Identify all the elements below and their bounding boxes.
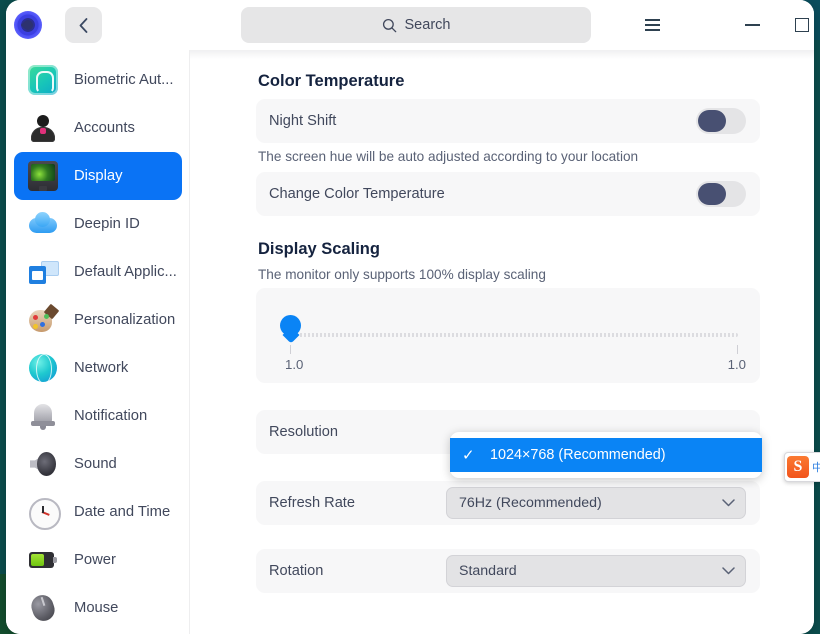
bell-icon	[28, 401, 58, 431]
speaker-icon	[28, 449, 58, 479]
user-avatar-icon	[28, 113, 58, 143]
deepin-logo-icon	[14, 11, 42, 39]
rotation-label: Rotation	[269, 563, 324, 579]
fingerprint-icon	[28, 65, 58, 95]
sidebar-item-label: Power	[74, 552, 116, 568]
sidebar-item-label: Date and Time	[74, 504, 171, 520]
sidebar-item-date-and-time[interactable]: Date and Time	[14, 488, 182, 536]
refresh-rate-select[interactable]: 76Hz (Recommended)	[446, 487, 746, 519]
search-placeholder-text: Search	[404, 17, 451, 33]
resolution-option-list: ✓ 1024×768 (Recommended)	[450, 438, 762, 472]
sidebar-item-label: Accounts	[74, 120, 135, 136]
back-button[interactable]	[65, 7, 102, 43]
monitor-icon	[28, 161, 58, 191]
sidebar-item-label: Display	[74, 168, 123, 184]
display-scaling-slider-track[interactable]	[292, 333, 738, 337]
menu-button[interactable]	[634, 7, 670, 43]
rotation-select[interactable]: Standard	[446, 555, 746, 587]
display-scaling-slider-handle[interactable]	[280, 315, 301, 336]
display-settings-panel: Color Temperature Night Shift The screen…	[190, 50, 814, 634]
sidebar-item-sound[interactable]: Sound	[14, 440, 182, 488]
night-shift-toggle[interactable]	[696, 108, 746, 134]
window-titlebar: Search	[6, 0, 814, 50]
sidebar-item-accounts[interactable]: Accounts	[14, 104, 182, 152]
refresh-rate-selected-value: 76Hz (Recommended)	[459, 495, 602, 511]
slider-tick-max	[737, 345, 738, 354]
section-title-color-temperature: Color Temperature	[258, 72, 405, 90]
sidebar-item-deepin-id[interactable]: Deepin ID	[14, 200, 182, 248]
chevron-left-icon	[79, 17, 88, 33]
sidebar-item-label: Personalization	[74, 312, 176, 328]
window-body: Biometric Aut... Accounts Display Deepin ID…	[6, 50, 814, 634]
rotation-row: Rotation Standard	[256, 549, 760, 593]
night-shift-label: Night Shift	[269, 113, 337, 129]
ime-mode-label: 中	[812, 462, 820, 474]
rotation-selected-value: Standard	[459, 563, 517, 579]
control-center-window: Search Biometric Aut... Accounts D	[6, 0, 814, 634]
refresh-rate-label: Refresh Rate	[269, 495, 355, 511]
section-title-display-scaling: Display Scaling	[258, 240, 380, 258]
sogou-logo-icon: S	[787, 456, 809, 478]
sidebar-item-personalization[interactable]: Personalization	[14, 296, 182, 344]
change-color-temperature-label: Change Color Temperature	[269, 186, 445, 202]
check-icon: ✓	[462, 447, 475, 464]
night-shift-note: The screen hue will be auto adjusted acc…	[258, 149, 639, 164]
change-color-temperature-toggle[interactable]	[696, 181, 746, 207]
battery-icon	[28, 545, 58, 575]
search-icon	[382, 18, 396, 32]
sidebar-item-label: Mouse	[74, 600, 119, 616]
settings-sidebar[interactable]: Biometric Aut... Accounts Display Deepin ID…	[6, 50, 190, 634]
chevron-down-icon	[722, 567, 735, 575]
sidebar-item-biometric-aut[interactable]: Biometric Aut...	[14, 56, 182, 104]
slider-max-label: 1.0	[727, 357, 746, 372]
clock-icon	[28, 497, 61, 530]
resolution-dropdown-popup[interactable]: ✓ 1024×768 (Recommended)	[450, 432, 762, 478]
maximize-button[interactable]	[784, 7, 814, 43]
night-shift-row: Night Shift	[256, 99, 760, 143]
sidebar-item-list: Biometric Aut... Accounts Display Deepin ID…	[6, 56, 190, 632]
sidebar-item-label: Deepin ID	[74, 216, 140, 232]
resolution-label: Resolution	[269, 424, 338, 440]
slider-tick-min	[290, 345, 291, 354]
sidebar-item-default-applic[interactable]: Default Applic...	[14, 248, 182, 296]
resolution-option[interactable]: ✓ 1024×768 (Recommended)	[450, 438, 762, 472]
display-scaling-note: The monitor only supports 100% display s…	[258, 267, 546, 282]
chevron-down-icon	[722, 499, 735, 507]
sidebar-item-label: Sound	[74, 456, 117, 472]
change-color-temperature-row: Change Color Temperature	[256, 172, 760, 216]
maximize-icon	[795, 18, 809, 32]
slider-min-label: 1.0	[285, 357, 304, 372]
toggle-knob	[698, 110, 726, 132]
display-scaling-slider-card: 1.0 1.0	[256, 288, 760, 383]
sidebar-item-notification[interactable]: Notification	[14, 392, 182, 440]
palette-icon	[28, 305, 58, 335]
sidebar-item-power[interactable]: Power	[14, 536, 182, 584]
minimize-button[interactable]	[734, 7, 770, 43]
default-apps-icon	[28, 257, 59, 287]
sidebar-item-mouse[interactable]: Mouse	[14, 584, 182, 632]
mouse-icon	[28, 593, 58, 623]
search-input[interactable]: Search	[241, 7, 591, 43]
minimize-icon	[744, 24, 760, 26]
globe-icon	[28, 353, 58, 384]
refresh-rate-row: Refresh Rate 76Hz (Recommended)	[256, 481, 760, 525]
sidebar-item-display[interactable]: Display	[14, 152, 182, 200]
sidebar-item-label: Biometric Aut...	[74, 72, 174, 88]
toggle-knob	[698, 183, 726, 205]
resolution-option-label: 1024×768 (Recommended)	[490, 447, 666, 463]
cloud-icon	[28, 209, 58, 239]
sidebar-divider	[189, 50, 190, 634]
sidebar-item-label: Network	[74, 360, 129, 376]
sidebar-item-label: Notification	[74, 408, 148, 424]
hamburger-menu-icon	[644, 16, 660, 34]
ime-floating-widget[interactable]: S 中	[784, 452, 820, 482]
sidebar-item-network[interactable]: Network	[14, 344, 182, 392]
sidebar-item-label: Default Applic...	[74, 264, 177, 280]
content-top-fade	[190, 50, 814, 59]
